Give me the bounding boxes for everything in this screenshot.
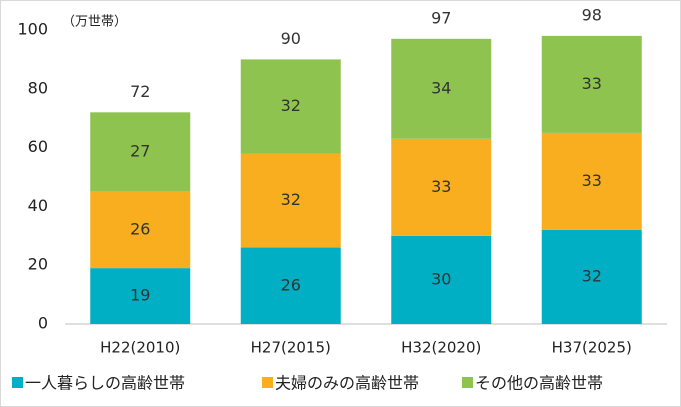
bar-segment xyxy=(240,247,341,324)
total-label: 72 xyxy=(130,82,150,101)
bar-segment xyxy=(541,35,642,133)
bar-segment xyxy=(90,191,191,269)
legend-label: 一人暮らしの高齢世帯 xyxy=(25,374,185,393)
data-label: 19 xyxy=(130,286,150,305)
data-label: 30 xyxy=(431,269,451,288)
bar-segment xyxy=(90,268,191,324)
data-label: 33 xyxy=(431,177,451,196)
legend-swatch xyxy=(12,377,23,388)
data-label: 33 xyxy=(582,171,602,190)
legend-label: その他の高齢世帯 xyxy=(475,374,603,393)
x-tick-label: H27(2015) xyxy=(251,339,331,357)
bar-segment xyxy=(391,38,492,139)
data-label: 26 xyxy=(281,275,301,294)
x-tick-label: H22(2010) xyxy=(100,339,180,357)
unit-label: （万世帯） xyxy=(62,15,127,30)
total-label: 97 xyxy=(431,8,451,27)
y-tick-label: 20 xyxy=(28,255,48,274)
bar-segment xyxy=(541,229,642,324)
data-label: 32 xyxy=(582,266,602,285)
legend-label: 夫婦のみの高齢世帯 xyxy=(275,374,419,393)
bar-segment xyxy=(391,235,492,324)
total-label: 90 xyxy=(281,29,301,48)
bar-segment xyxy=(391,138,492,236)
bar-segment xyxy=(90,112,191,192)
y-tick-label: 80 xyxy=(28,78,48,97)
data-label: 34 xyxy=(431,78,451,97)
y-tick-label: 40 xyxy=(28,196,48,215)
bar-segment xyxy=(240,153,341,248)
data-label: 27 xyxy=(130,142,150,161)
y-tick-label: 100 xyxy=(17,20,48,39)
data-label: 26 xyxy=(130,219,150,238)
y-tick-label: 0 xyxy=(38,314,48,333)
x-tick-label: H37(2025) xyxy=(552,339,632,357)
data-label: 32 xyxy=(281,96,301,115)
bar-segment xyxy=(541,132,642,230)
data-label: 33 xyxy=(582,74,602,93)
data-label: 32 xyxy=(281,190,301,209)
legend-swatch xyxy=(262,377,273,388)
bar-segment xyxy=(240,59,341,154)
y-tick-label: 60 xyxy=(28,137,48,156)
legend-swatch xyxy=(462,377,473,388)
x-tick-label: H32(2020) xyxy=(401,339,481,357)
total-label: 98 xyxy=(582,5,602,24)
